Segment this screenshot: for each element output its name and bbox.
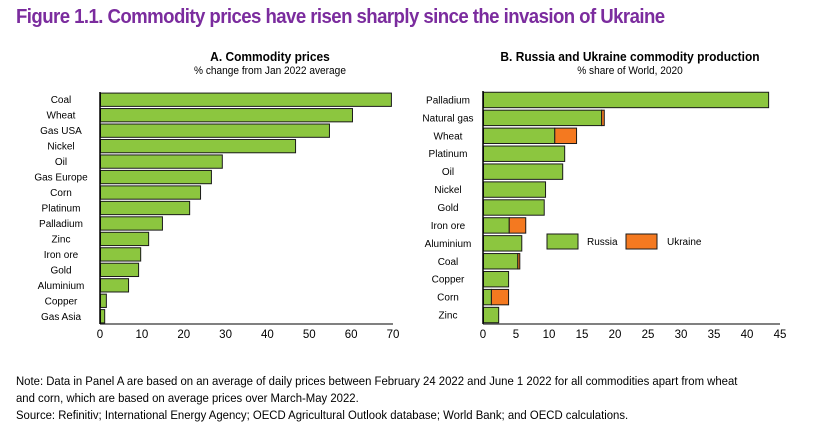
category-label-wheat: Wheat bbox=[47, 111, 76, 122]
category-label-oil: Oil bbox=[442, 167, 454, 178]
x-tick-label: 45 bbox=[774, 329, 787, 341]
bar-corn-ukraine bbox=[490, 288, 510, 306]
category-label-gold: Gold bbox=[437, 203, 458, 214]
bar-natural-gas-russia bbox=[483, 109, 603, 127]
bar-gas-usa bbox=[100, 123, 330, 138]
bar-copper-russia bbox=[483, 270, 510, 288]
x-tick-label: 60 bbox=[345, 329, 358, 341]
category-label-natural-gas: Natural gas bbox=[422, 113, 473, 124]
x-tick-label: 15 bbox=[576, 329, 589, 341]
category-label-palladium: Palladium bbox=[39, 219, 83, 230]
bar-coal bbox=[100, 92, 392, 107]
bar-iron-ore-ukraine bbox=[508, 217, 527, 234]
category-label-iron-ore: Iron ore bbox=[431, 221, 466, 232]
x-tick-label: 10 bbox=[543, 329, 556, 341]
x-tick-label: 50 bbox=[303, 329, 316, 341]
bar-zinc bbox=[100, 231, 150, 247]
category-label-gas-asia: Gas Asia bbox=[41, 312, 81, 323]
bar-palladium bbox=[100, 216, 163, 231]
x-tick-label: 10 bbox=[135, 329, 148, 341]
panel-b-chart: Palladium Natural gas Wheat Platinum Oil Nick… bbox=[422, 91, 786, 341]
category-label-palladium: Palladium bbox=[426, 95, 470, 106]
x-tick-label: 5 bbox=[513, 329, 519, 341]
bar-gas-asia bbox=[100, 309, 106, 324]
note-line-1: Note: Data in Panel A are based on an av… bbox=[16, 374, 738, 388]
x-tick-label: 35 bbox=[708, 329, 721, 341]
category-label-aluminium: Aluminium bbox=[38, 281, 85, 292]
category-label-gas-usa: Gas USA bbox=[40, 126, 82, 137]
bar-corn-russia bbox=[483, 288, 492, 306]
bar-wheat-russia bbox=[483, 127, 556, 145]
x-tick-label: 0 bbox=[480, 329, 486, 341]
bar-gold bbox=[100, 262, 140, 278]
x-tick-label: 40 bbox=[261, 329, 274, 341]
bar-coal-ukraine bbox=[517, 253, 521, 270]
bar-zinc-russia bbox=[483, 306, 500, 324]
category-label-nickel: Nickel bbox=[47, 142, 74, 153]
x-tick-label: 30 bbox=[219, 329, 232, 341]
legend-swatch-ukraine bbox=[625, 233, 658, 250]
category-label-zinc: Zinc bbox=[52, 234, 71, 245]
bar-nickel-russia bbox=[483, 181, 547, 198]
category-label-wheat: Wheat bbox=[434, 131, 463, 142]
note-line-2: and corn, which are based on average pri… bbox=[16, 391, 359, 405]
category-label-gold: Gold bbox=[50, 265, 71, 276]
category-label-iron-ore: Iron ore bbox=[44, 250, 79, 261]
legend-label-russia: Russia bbox=[587, 237, 618, 248]
bar-aluminium-russia bbox=[483, 235, 523, 252]
category-label-corn: Corn bbox=[50, 188, 72, 199]
bar-wheat bbox=[100, 108, 353, 123]
bar-platinum-russia bbox=[483, 145, 566, 162]
legend-label-ukraine: Ukraine bbox=[667, 237, 702, 248]
category-label-platinum: Platinum bbox=[42, 204, 81, 215]
panel-a-title: A. Commodity prices bbox=[210, 49, 330, 64]
category-label-aluminium: Aluminium bbox=[425, 239, 472, 250]
category-label-coal: Coal bbox=[438, 257, 459, 268]
x-tick-label: 20 bbox=[609, 329, 622, 341]
category-label-gas-europe: Gas Europe bbox=[34, 173, 88, 184]
bar-corn bbox=[100, 185, 202, 200]
x-tick-label: 30 bbox=[675, 329, 688, 341]
category-label-coal: Coal bbox=[51, 95, 72, 106]
source-line: Source: Refinitiv; International Energy … bbox=[16, 408, 629, 422]
bar-iron-ore bbox=[100, 247, 142, 262]
category-label-copper: Copper bbox=[45, 296, 78, 307]
category-label-platinum: Platinum bbox=[429, 149, 468, 160]
x-tick-label: 0 bbox=[97, 329, 103, 341]
x-tick-label: 25 bbox=[642, 329, 655, 341]
category-label-oil: Oil bbox=[55, 157, 67, 168]
bar-platinum bbox=[100, 200, 191, 216]
bar-aluminium bbox=[100, 278, 130, 293]
bar-iron-ore-russia bbox=[483, 217, 510, 234]
category-label-corn: Corn bbox=[437, 293, 459, 304]
category-label-copper: Copper bbox=[432, 275, 465, 286]
panel-a-subtitle: % change from Jan 2022 average bbox=[194, 65, 346, 77]
bar-wheat-ukraine bbox=[554, 127, 578, 145]
bar-oil-russia bbox=[483, 163, 564, 180]
figure-title: Figure 1.1. Commodity prices have risen … bbox=[16, 6, 665, 28]
panel-b-title: B. Russia and Ukraine commodity producti… bbox=[500, 49, 760, 64]
x-tick-label: 20 bbox=[177, 329, 190, 341]
panel-a-chart: Coal Wheat Gas USA Nickel Oil Gas Europe Corn P… bbox=[34, 92, 399, 341]
x-tick-label: 40 bbox=[741, 329, 754, 341]
bar-coal-russia bbox=[483, 253, 519, 270]
legend-swatch-russia bbox=[546, 233, 579, 250]
panel-b-subtitle: % share of World, 2020 bbox=[577, 65, 683, 77]
legend: Russia Ukraine bbox=[546, 233, 702, 250]
bar-palladium-russia bbox=[483, 91, 770, 109]
bar-oil bbox=[100, 154, 223, 169]
bar-gold-russia bbox=[483, 199, 545, 216]
bar-natural-gas-ukraine bbox=[601, 109, 605, 127]
x-tick-label: 70 bbox=[387, 329, 400, 341]
bar-nickel bbox=[100, 138, 297, 154]
category-label-zinc: Zinc bbox=[439, 311, 458, 322]
bar-copper bbox=[100, 293, 107, 308]
bar-gas-europe bbox=[100, 169, 212, 185]
category-label-nickel: Nickel bbox=[434, 185, 461, 196]
